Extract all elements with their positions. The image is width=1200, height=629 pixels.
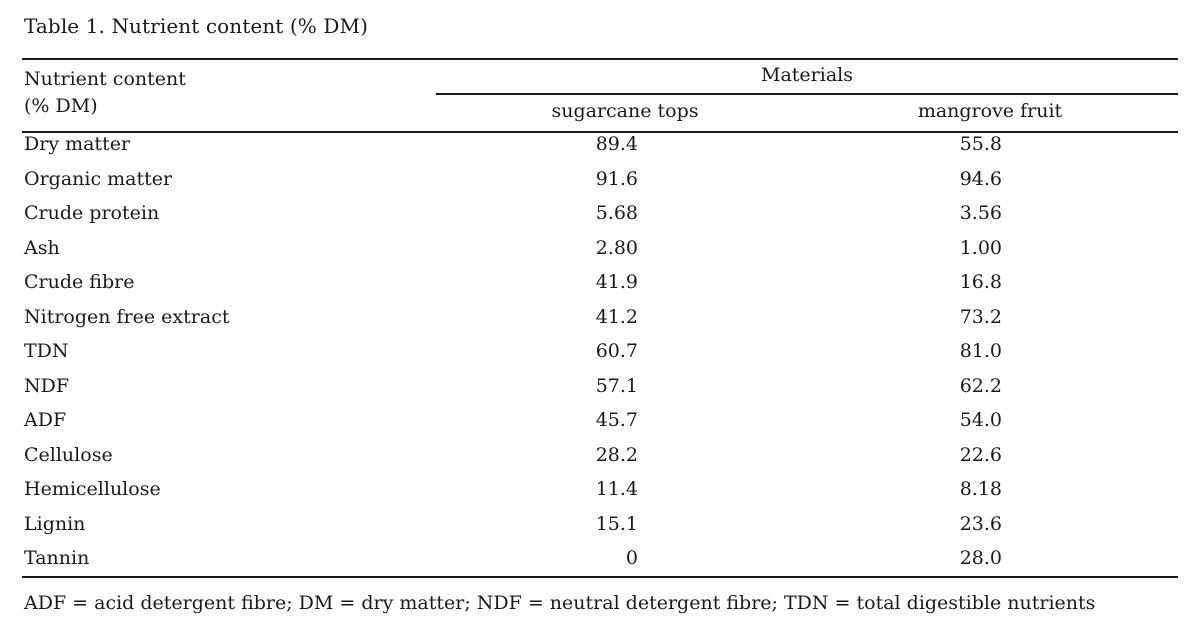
row-label: Nitrogen free extract (24, 305, 230, 328)
table-row: Ash 2.80 1.00 (0, 234, 1200, 269)
value-mangrove-fruit: 23.6 (959, 512, 1002, 535)
row-header-label-line1: Nutrient content (24, 68, 186, 90)
row-label: Tannin (24, 547, 90, 569)
row-label: Dry matter (24, 133, 131, 155)
row-header-label-line2: (% DM) (24, 95, 98, 117)
value-mangrove-fruit: 54.0 (959, 409, 1002, 431)
table-body: Dry matter 89.4 55.8 Organic matter 91.6… (0, 130, 1200, 579)
column-group-rule (436, 93, 1178, 95)
value-mangrove-fruit: 62.2 (959, 374, 1002, 397)
row-label: Lignin (24, 512, 86, 535)
table-row: Cellulose 28.2 22.6 (0, 441, 1200, 476)
value-mangrove-fruit: 16.8 (959, 271, 1002, 293)
value-mangrove-fruit: 22.6 (959, 443, 1002, 466)
value-sugarcane-tops: 60.7 (595, 340, 638, 362)
table-bottom-rule (22, 576, 1178, 578)
table-row: Dry matter 89.4 55.8 (0, 130, 1200, 165)
table-row: TDN 60.7 81.0 (0, 337, 1200, 372)
header-bottom-rule (22, 131, 1178, 133)
table-row: Tannin 0 28.0 (0, 544, 1200, 579)
value-sugarcane-tops: 57.1 (595, 374, 638, 397)
value-mangrove-fruit: 55.8 (959, 133, 1002, 155)
value-mangrove-fruit: 73.2 (959, 305, 1002, 328)
row-label: Cellulose (24, 443, 113, 466)
value-mangrove-fruit: 94.6 (959, 167, 1002, 190)
value-mangrove-fruit: 81.0 (959, 340, 1002, 362)
table-row: Lignin 15.1 23.6 (0, 510, 1200, 545)
value-mangrove-fruit: 3.56 (959, 202, 1002, 224)
table-footnote: ADF = acid detergent fibre; DM = dry mat… (24, 592, 1096, 614)
value-mangrove-fruit: 8.18 (959, 478, 1002, 500)
row-label: Ash (24, 236, 60, 259)
value-mangrove-fruit: 28.0 (959, 547, 1002, 569)
table-row: Organic matter 91.6 94.6 (0, 165, 1200, 200)
value-sugarcane-tops: 28.2 (595, 443, 638, 466)
table-top-rule (22, 58, 1178, 60)
value-sugarcane-tops: 11.4 (595, 478, 638, 500)
row-label: Crude fibre (24, 271, 135, 293)
table-row: Nitrogen free extract 41.2 73.2 (0, 303, 1200, 338)
column-header-sugarcane-tops: sugarcane tops (551, 100, 699, 122)
value-sugarcane-tops: 45.7 (595, 409, 638, 431)
table-row: Crude fibre 41.9 16.8 (0, 268, 1200, 303)
value-sugarcane-tops: 15.1 (595, 512, 638, 535)
table-row: Hemicellulose 11.4 8.18 (0, 475, 1200, 510)
value-sugarcane-tops: 91.6 (595, 167, 638, 190)
row-label: NDF (24, 374, 70, 397)
row-label: Hemicellulose (24, 478, 161, 500)
value-sugarcane-tops: 2.80 (595, 236, 638, 259)
value-sugarcane-tops: 89.4 (595, 133, 638, 155)
row-label: TDN (24, 340, 69, 362)
value-mangrove-fruit: 1.00 (959, 236, 1002, 259)
table-row: NDF 57.1 62.2 (0, 372, 1200, 407)
value-sugarcane-tops: 41.2 (595, 305, 638, 328)
table-row: ADF 45.7 54.0 (0, 406, 1200, 441)
column-group-header: Materials (761, 64, 853, 86)
table-caption: Table 1. Nutrient content (% DM) (24, 14, 368, 38)
row-label: Organic matter (24, 167, 173, 190)
row-label: ADF (24, 409, 67, 431)
row-label: Crude protein (24, 202, 160, 224)
table-row: Crude protein 5.68 3.56 (0, 199, 1200, 234)
value-sugarcane-tops: 41.9 (595, 271, 638, 293)
column-header-mangrove-fruit: mangrove fruit (917, 100, 1063, 122)
value-sugarcane-tops: 0 (625, 547, 638, 569)
value-sugarcane-tops: 5.68 (595, 202, 638, 224)
